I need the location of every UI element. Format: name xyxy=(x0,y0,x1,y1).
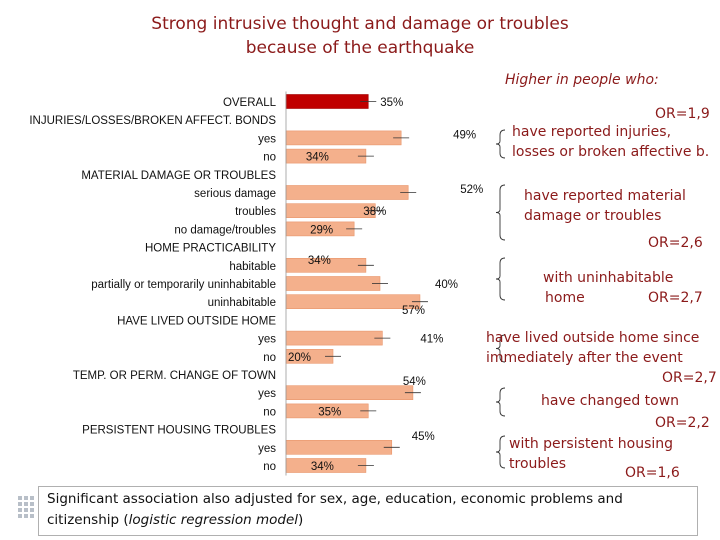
annotation-line: immediately after the event xyxy=(486,350,683,366)
brace xyxy=(495,184,506,241)
value-label: 29% xyxy=(310,224,333,236)
annotation-line: have reported injuries, xyxy=(512,124,672,140)
annotation-a6: home xyxy=(545,288,585,308)
value-label: 35% xyxy=(318,406,341,418)
bar xyxy=(285,185,409,200)
category-label: no xyxy=(263,352,276,364)
annotation-a4: OR=2,6 xyxy=(648,233,703,253)
annotation-line: troubles xyxy=(509,456,567,472)
brace xyxy=(495,387,506,417)
annotation-line: OR=1,9 xyxy=(655,106,710,122)
category-label: uninhabitable xyxy=(208,297,276,309)
chart-title-line2: because of the earthquake xyxy=(245,38,475,58)
annotation-line: OR=2,7 xyxy=(662,370,717,386)
category-label: no xyxy=(263,461,276,473)
value-label: 57% xyxy=(402,305,425,317)
bar xyxy=(285,294,421,310)
annotation-line: home xyxy=(545,290,585,306)
annotation-line: have lived outside home since xyxy=(486,330,700,346)
category-label: habitable xyxy=(229,261,276,273)
value-label: 41% xyxy=(420,334,443,346)
annotation-a13: OR=1,6 xyxy=(625,463,680,483)
group-header-label: TEMP. OR PERM. CHANGE OF TOWN xyxy=(73,370,276,382)
bar xyxy=(285,439,393,455)
value-label: 34% xyxy=(306,152,329,164)
annotation-a7: OR=2,7 xyxy=(648,288,703,308)
annotation-line: with uninhabitable xyxy=(543,270,674,286)
group-header-label: MATERIAL DAMAGE OR TROUBLES xyxy=(81,170,276,182)
brace xyxy=(495,435,506,469)
category-label: serious damage xyxy=(194,188,276,200)
category-label: yes xyxy=(258,388,276,400)
annotation-line: OR=2,2 xyxy=(655,415,710,431)
annotation-a12: with persistent housing troubles xyxy=(509,434,673,474)
category-label: yes xyxy=(258,133,276,145)
group-header-label: PERSISTENT HOUSING TROUBLES xyxy=(82,425,276,437)
footnote-italic: logistic regression model xyxy=(128,512,299,528)
value-label: 20% xyxy=(288,352,311,364)
annotation-line: OR=2,6 xyxy=(648,235,703,251)
value-label: 45% xyxy=(412,431,435,443)
annotation-a10: have changed town xyxy=(541,391,679,411)
annotation-line: damage or troubles xyxy=(524,208,662,224)
annotation-a5: with uninhabitable xyxy=(543,268,673,288)
brace xyxy=(495,257,506,301)
brace xyxy=(495,334,506,363)
category-label: yes xyxy=(258,334,276,346)
annotation-line: have changed town xyxy=(541,393,680,409)
value-label: 34% xyxy=(308,255,331,267)
category-label: partially or temporarily uninhabitable xyxy=(91,279,276,291)
value-label: 52% xyxy=(460,184,483,196)
bar xyxy=(285,203,376,218)
bar xyxy=(285,330,383,346)
annotation-a11: OR=2,2 xyxy=(655,413,710,433)
annotation-line: have reported material xyxy=(524,188,686,204)
bar xyxy=(285,385,414,401)
footnote-box: Significant association also adjusted fo… xyxy=(38,486,698,536)
value-label: 38% xyxy=(363,206,386,218)
value-label: 49% xyxy=(453,129,476,141)
category-label: no damage/troubles xyxy=(174,224,276,236)
group-header-label: HAVE LIVED OUTSIDE HOME xyxy=(117,315,276,327)
category-label: troubles xyxy=(235,206,276,218)
value-label: 54% xyxy=(403,376,426,388)
grid-icon xyxy=(18,496,34,518)
annotation-line: with persistent housing xyxy=(509,436,674,452)
value-label: 35% xyxy=(380,97,403,109)
category-label: yes xyxy=(258,443,276,455)
annotation-a1: OR=1,9 xyxy=(655,104,710,124)
annotation-a8: have lived outside home since immediately… xyxy=(486,328,699,368)
annotation-a9: OR=2,7 xyxy=(662,368,717,388)
value-label: 34% xyxy=(311,461,334,473)
higher-label: Higher in people who: xyxy=(505,72,659,88)
bar xyxy=(285,276,381,291)
annotation-line: OR=2,7 xyxy=(648,290,703,306)
annotation-a3: have reported material damage or troubles xyxy=(524,186,686,226)
group-header-label: INJURIES/LOSSES/BROKEN AFFECT. BONDS xyxy=(29,115,276,127)
overall-bar xyxy=(285,94,369,109)
category-label: no xyxy=(263,406,276,418)
chart-title-line1: Strong intrusive thought and damage or t… xyxy=(151,14,569,34)
brace xyxy=(495,129,506,159)
group-header-label: HOME PRACTICABILITY xyxy=(145,243,276,255)
annotation-line: losses or broken affective b. xyxy=(512,144,710,160)
category-label: OVERALL xyxy=(223,97,277,109)
value-label: 40% xyxy=(435,279,458,291)
annotation-a2: have reported injuries, losses or broken … xyxy=(512,122,709,162)
footnote-text: Significant association also adjusted fo… xyxy=(47,491,623,528)
category-label: no xyxy=(263,152,276,164)
annotation-line: OR=1,6 xyxy=(625,465,680,481)
footnote-end: ) xyxy=(298,512,304,528)
bar xyxy=(285,130,402,146)
